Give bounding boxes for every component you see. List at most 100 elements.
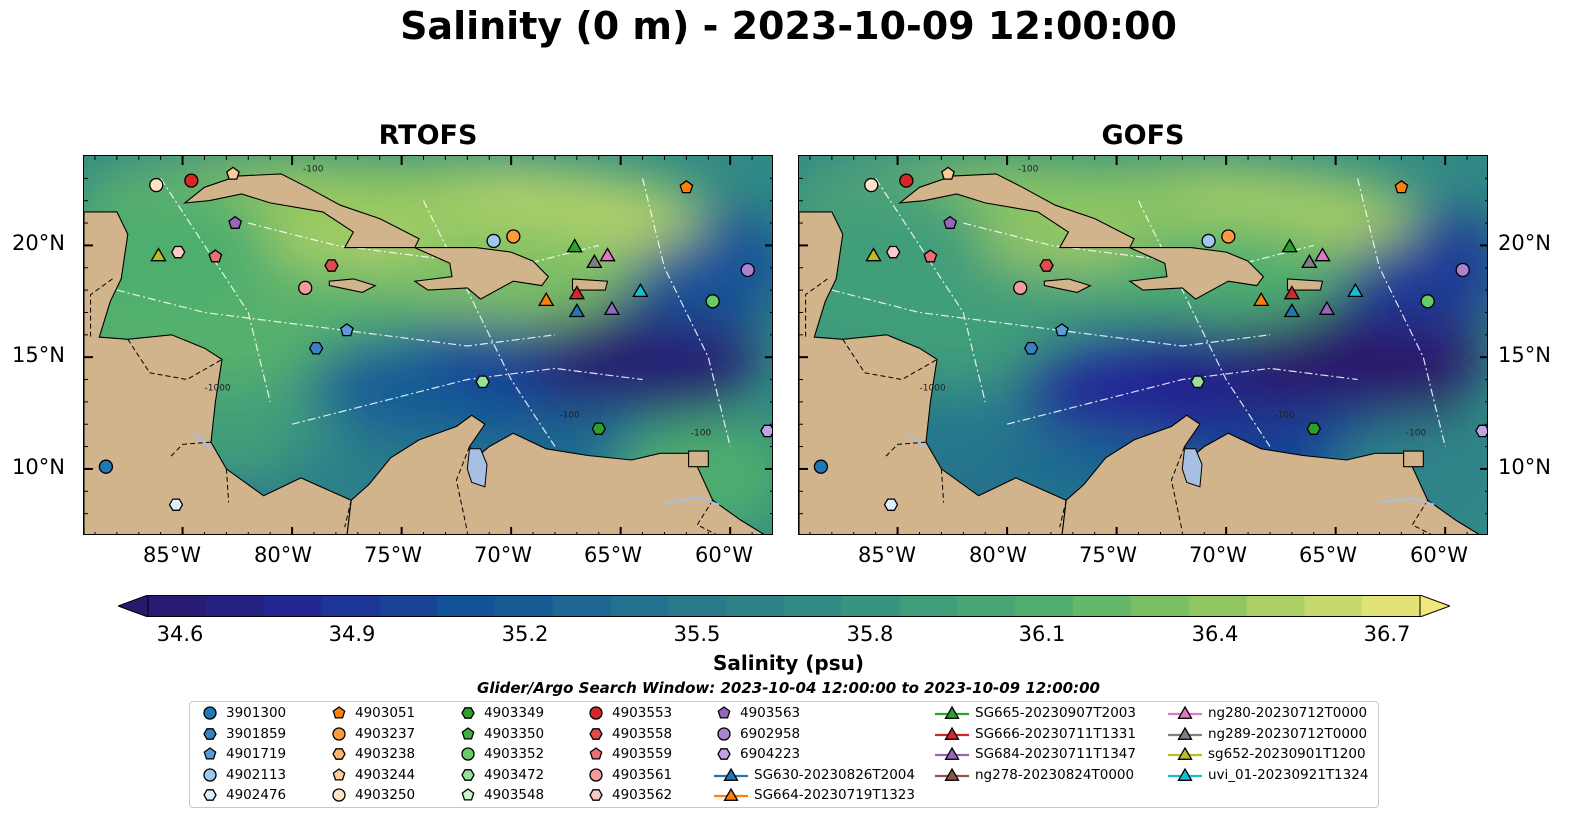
legend-symbol — [589, 747, 603, 760]
legend-item: 4902476 — [200, 787, 286, 803]
legend-label: 4903559 — [612, 746, 673, 762]
legend-symbol — [944, 746, 960, 760]
legend-marker — [717, 706, 731, 719]
legend-item: 6904223 — [714, 746, 800, 762]
legend-label: 4901719 — [226, 746, 287, 762]
legend-symbol — [944, 767, 960, 781]
legend-marker — [1168, 705, 1202, 719]
marker-SG684-20230711T1347 — [1318, 300, 1336, 315]
legend-marker — [461, 747, 475, 761]
legend-item: 4903051 — [329, 705, 415, 721]
land-central-america — [84, 211, 352, 534]
lon-tick-label: 70°W — [1189, 543, 1247, 567]
legend-marker — [203, 747, 217, 760]
land-jamaica — [1043, 278, 1092, 293]
marker-4902476 — [883, 498, 899, 511]
marker-3901859 — [308, 341, 324, 355]
legend-symbol — [723, 787, 739, 801]
lon-tick-label: 75°W — [1079, 543, 1137, 567]
legend-label: SG664-20230719T1323 — [754, 787, 915, 803]
contour-label: -1000 — [919, 384, 945, 394]
river — [1379, 496, 1435, 506]
legend-marker — [935, 705, 969, 719]
colorbar-bin — [1188, 595, 1248, 617]
legend-marker — [332, 788, 346, 802]
legend-label: 4903553 — [612, 705, 673, 721]
legend-marker — [589, 747, 603, 760]
legend-label: 4903561 — [612, 766, 673, 783]
legend-label: ng289-20230712T0000 — [1208, 725, 1368, 742]
marker-uvi_01-20230921T1324 — [1347, 282, 1364, 298]
country-border — [344, 500, 352, 528]
legend-label: ng278-20230824T0000 — [975, 766, 1135, 783]
legend-item: SG630-20230826T2004 — [714, 767, 915, 783]
river — [907, 432, 927, 450]
legend-marker — [1168, 726, 1202, 740]
legend-symbol — [203, 767, 217, 782]
marker-6902958 — [1455, 262, 1470, 278]
country-border — [1059, 500, 1067, 528]
marker-4903563 — [943, 215, 958, 229]
legend-marker — [203, 706, 217, 720]
colorbar-bin — [205, 595, 265, 617]
marker-SG665-20230907T2003 — [1281, 238, 1298, 253]
contour-label: -1000 — [204, 384, 230, 394]
marker-3901859 — [1023, 341, 1039, 355]
lat-tick-label: 10°N — [12, 455, 65, 479]
marker-uvi_01-20230921T1324 — [632, 282, 649, 298]
legend-label: SG666-20230711T1331 — [975, 725, 1136, 742]
legend-symbol — [1177, 746, 1193, 760]
legend-marker — [332, 726, 346, 741]
marker-4903237 — [1221, 229, 1236, 244]
lon-tick-label: 80°W — [254, 543, 312, 567]
lon-tick-label: 75°W — [364, 543, 422, 567]
legend-marker — [332, 767, 346, 781]
colorbar-bin — [784, 595, 843, 617]
legend-item: SG665-20230907T2003 — [935, 705, 1136, 721]
country-border — [1170, 446, 1185, 532]
legend: 3901300 3901859 4901719 4902113 4902476 49030… — [189, 701, 1379, 808]
country-border — [696, 499, 717, 534]
colorbar-bin — [437, 595, 496, 617]
colorbar-bin — [148, 595, 207, 617]
contour-label: -100 — [691, 428, 712, 438]
marker-4903553 — [899, 173, 914, 188]
marker-4903562 — [170, 245, 186, 259]
legend-item: 4903350 — [458, 726, 544, 742]
marker-4903352 — [1420, 294, 1435, 309]
legend-label: 6902958 — [740, 725, 801, 742]
marker-3901300 — [813, 459, 829, 474]
legend-symbol — [203, 727, 217, 740]
marker-6902958 — [740, 262, 755, 278]
country-border — [842, 339, 938, 381]
legend-label: ng280-20230712T0000 — [1208, 705, 1368, 721]
country-border — [225, 468, 230, 503]
marker-4903472 — [1190, 375, 1205, 389]
legend-label: 4903250 — [355, 787, 416, 803]
land-trinidad — [1403, 450, 1424, 468]
legend-item: 4903250 — [329, 787, 415, 803]
lon-tick-label: 85°W — [858, 543, 916, 567]
marker-ng280-20230712T0000 — [1314, 247, 1331, 262]
colorbar-bin — [379, 595, 438, 617]
marker-6904223 — [760, 424, 772, 438]
colorbar-tick-label: 35.8 — [846, 622, 894, 646]
legend-symbol — [723, 767, 739, 781]
legend-symbol — [203, 706, 217, 720]
legend-marker — [589, 727, 603, 740]
legend-label: SG630-20230826T2004 — [754, 766, 915, 783]
colorbar-tick-label: 36.1 — [1018, 622, 1066, 646]
legend-item: 4901719 — [200, 746, 286, 762]
legend-item: 4903237 — [329, 726, 415, 742]
marker-4901719 — [339, 323, 354, 337]
lon-tick-label: 70°W — [474, 543, 532, 567]
country-border — [884, 441, 927, 459]
marker-sg652-20230901T1200 — [150, 247, 167, 262]
legend-label: 4903051 — [355, 705, 416, 721]
lon-tick-label: 80°W — [969, 543, 1027, 567]
legend-symbol — [332, 706, 346, 719]
legend-label: 4903244 — [355, 766, 416, 783]
legend-item: 4903352 — [458, 746, 544, 762]
legend-marker — [589, 706, 603, 720]
marker-4903558 — [324, 259, 339, 272]
